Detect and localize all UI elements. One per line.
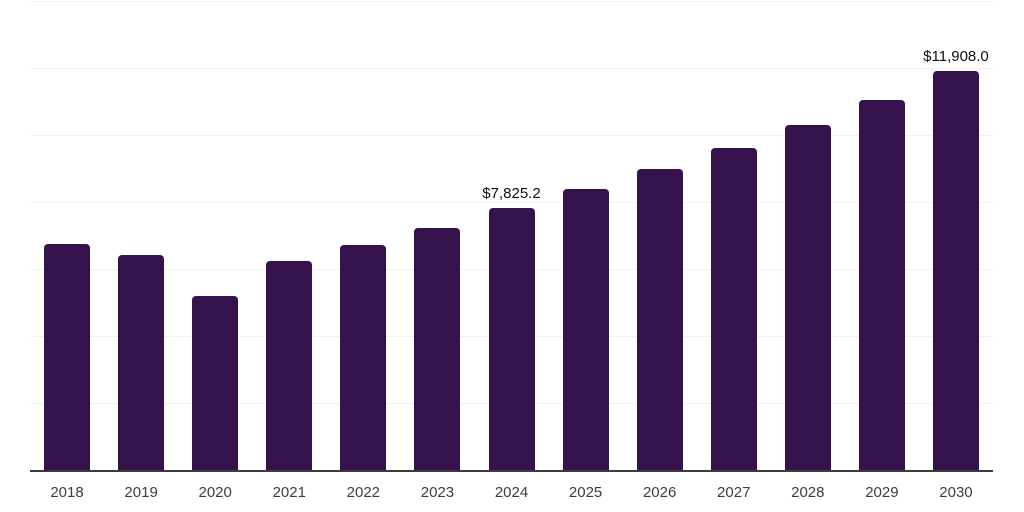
x-tick-label: 2029 [865,484,899,501]
x-tick-label: 2026 [642,484,677,501]
x-tick-label: 2019 [124,484,158,501]
bar-slot [326,1,400,470]
gridline [30,202,993,204]
x-axis: 2018 2019 2020 2021 2022 2023 2024 2025 2026 2027… [30,484,993,501]
gridline [30,135,993,136]
bar [192,296,239,470]
plot-area: $7,825.2 $11,908.0 [30,1,993,472]
bar-slot [400,1,474,470]
x-tick-label: 2018 [50,484,84,501]
bar [340,245,387,470]
bar-slot [771,1,845,470]
x-tick-label: 2028 [791,484,825,501]
gridline [30,68,993,69]
x-tick-label: 2022 [346,484,381,501]
bar [118,255,165,470]
x-tick-label: 2024 [494,484,529,501]
bar-slot: $7,825.2 [474,1,548,470]
x-tick-label: 2021 [272,484,306,501]
gridline [30,1,993,2]
bar [710,148,757,470]
x-tick-label: 2030 [939,484,973,501]
bar [562,188,609,470]
bar [784,124,831,470]
bar-slot [549,1,623,470]
bar-slot: $11,908.0 [919,1,993,470]
bar [636,169,683,470]
bar-slot [104,1,178,470]
bar-value-label: $11,908.0 [923,48,989,66]
bar [932,71,979,470]
bar-slot [623,1,697,470]
bar [858,100,905,470]
x-tick-label: 2023 [420,484,455,501]
bar-slot [697,1,771,470]
bar [414,228,461,470]
bar-slot [30,1,104,470]
bar-slot [845,1,919,470]
bar-series: $7,825.2 $11,908.0 [30,1,993,470]
bar-value-label: $7,825.2 [482,184,541,202]
x-tick-label: 2025 [568,484,603,501]
bar-slot [252,1,326,470]
x-tick-label: 2020 [198,484,232,501]
x-tick-label: 2027 [717,484,751,501]
bar-slot [178,1,252,470]
bar [266,260,313,470]
bar [44,243,91,470]
bar [488,207,535,470]
